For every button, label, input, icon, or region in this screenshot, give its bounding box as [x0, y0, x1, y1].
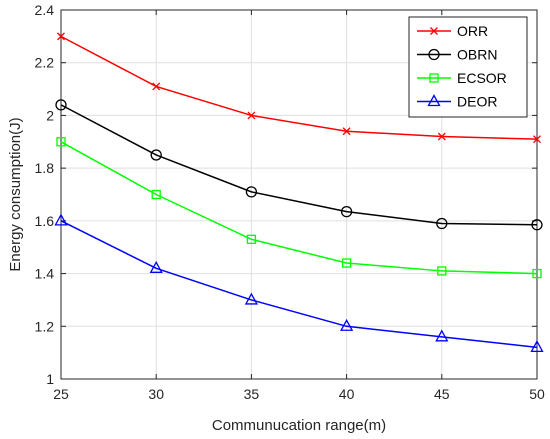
series-line-deor — [60, 220, 538, 349]
data-point-ecsor — [341, 258, 352, 268]
legend-item-deor: DEOR — [417, 94, 497, 110]
y-tick-label: 2.2 — [35, 55, 55, 71]
y-tick-label: 1.6 — [35, 213, 55, 229]
data-point-orr — [57, 32, 65, 41]
data-point-deor — [435, 329, 449, 342]
legend-marker-orr — [430, 27, 438, 35]
x-tick-label: 45 — [434, 386, 450, 402]
series-line-orr — [60, 35, 538, 140]
data-point-deor — [530, 340, 544, 353]
data-point-orr — [247, 111, 256, 120]
x-tick-label: 25 — [53, 386, 69, 402]
plot-frame — [60, 9, 538, 380]
data-point-orr — [152, 82, 161, 91]
legend-box — [408, 16, 528, 118]
legend-label-orr: ORR — [457, 23, 488, 39]
legend-label-deor: DEOR — [457, 94, 497, 110]
y-tick-label: 2 — [46, 107, 54, 123]
x-tick-label: 50 — [529, 386, 545, 402]
data-point-deor — [54, 213, 68, 226]
y-tick-label: 1 — [46, 371, 54, 387]
series-lines — [54, 32, 544, 353]
y-tick-label: 1.8 — [35, 160, 55, 176]
data-point-obrn — [531, 219, 543, 231]
axis-ticks: 25 30 35 40 45 50 1 1.2 1.4 1.6 1.8 2 2.2 2.4 — [35, 2, 545, 402]
data-point-deor — [244, 292, 258, 305]
y-tick-label: 2.4 — [35, 2, 55, 18]
data-point-orr — [342, 127, 351, 136]
series-deor — [54, 213, 544, 353]
x-axis-label: Communucation range(m) — [212, 417, 386, 434]
y-tick-label: 1.4 — [35, 266, 55, 282]
legend-item-obrn: OBRN — [417, 47, 497, 63]
y-tick-label: 1.2 — [35, 318, 55, 334]
y-axis-label: Energy consumption(J) — [7, 117, 24, 271]
series-line-obrn — [60, 104, 538, 226]
data-point-ecsor — [532, 268, 542, 279]
data-point-ecsor — [437, 266, 447, 276]
data-point-deor — [340, 318, 354, 331]
legend-marker-obrn — [428, 48, 440, 61]
legend-item-orr: ORR — [417, 23, 488, 39]
data-point-ecsor — [56, 137, 66, 147]
legend-label-ecsor: ECSOR — [457, 70, 507, 86]
data-point-ecsor — [246, 234, 257, 244]
x-tick-label: 30 — [148, 386, 164, 402]
series-line-ecsor — [60, 141, 538, 275]
data-point-orr — [533, 135, 541, 144]
data-point-obrn — [150, 149, 162, 161]
series-ecsor — [56, 137, 542, 279]
data-point-ecsor — [151, 189, 161, 200]
data-point-orr — [437, 132, 446, 141]
x-tick-label: 35 — [244, 386, 260, 402]
legend-marker-deor — [427, 94, 441, 107]
series-orr — [57, 32, 541, 144]
data-point-obrn — [55, 99, 67, 111]
legend-item-ecsor: ECSOR — [417, 70, 507, 86]
legend-label-obrn: OBRN — [457, 47, 497, 63]
x-tick-label: 40 — [339, 386, 355, 402]
legend-marker-ecsor — [429, 73, 439, 83]
data-point-obrn — [245, 186, 258, 198]
legend: ORR OBRN ECSOR DEOR — [408, 16, 528, 118]
data-point-obrn — [340, 205, 353, 218]
series-obrn — [55, 99, 543, 231]
data-point-obrn — [436, 217, 448, 230]
data-point-deor — [149, 260, 163, 273]
